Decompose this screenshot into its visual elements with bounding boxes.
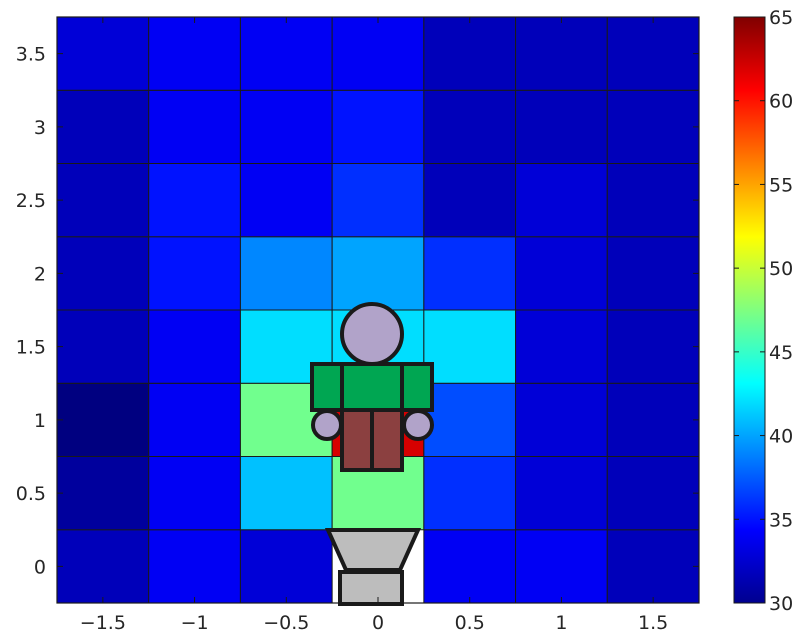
heatmap-cell bbox=[56, 236, 150, 311]
heatmap-cell bbox=[423, 382, 517, 457]
heatmap-cell bbox=[606, 382, 700, 457]
heatmap-cell bbox=[331, 89, 425, 164]
y-tick-label: 3 bbox=[34, 117, 46, 139]
colorbar-tick-label: 65 bbox=[769, 7, 793, 29]
colorbar-gradient bbox=[733, 16, 766, 604]
heatmap-cell bbox=[423, 89, 517, 164]
left-hand-shape bbox=[311, 409, 343, 441]
heatmap-cell bbox=[606, 309, 700, 384]
heatmap-cell bbox=[515, 309, 608, 384]
colorbar-tick-label: 40 bbox=[769, 426, 793, 448]
y-tick-label: 1 bbox=[34, 410, 46, 432]
heatmap-cell bbox=[148, 16, 241, 91]
y-tick-label: 0.5 bbox=[16, 483, 46, 505]
heatmap-cell bbox=[423, 529, 517, 604]
left-arm-shape bbox=[310, 362, 344, 412]
x-tick-label: −0.5 bbox=[263, 612, 309, 634]
x-tick-label: 0.5 bbox=[455, 612, 485, 634]
person-figure-overlay bbox=[310, 302, 434, 606]
stand-top-shape bbox=[324, 528, 422, 572]
heatmap-cell bbox=[148, 309, 241, 384]
colorbar-tick-label: 30 bbox=[769, 593, 793, 615]
heatmap-cell bbox=[239, 236, 333, 311]
heatmap-cell bbox=[606, 89, 700, 164]
heatmap-cell bbox=[56, 89, 150, 164]
heatmap-cell bbox=[606, 529, 700, 604]
right-leg-shape bbox=[370, 406, 404, 472]
heatmap-cell bbox=[239, 456, 333, 531]
x-axis: −1.5 −1 −0.5 0 0.5 1 1.5 bbox=[80, 17, 668, 634]
heatmap-cell bbox=[515, 163, 608, 238]
heatmap-cell bbox=[515, 456, 608, 531]
y-tick-label: 1.5 bbox=[16, 337, 46, 359]
heatmap-cell bbox=[56, 382, 150, 457]
heatmap-cell bbox=[515, 236, 608, 311]
x-tick-label: 1 bbox=[555, 612, 567, 634]
heatmap-cell bbox=[56, 456, 150, 531]
heatmap-cell bbox=[423, 309, 517, 384]
heatmap-cell bbox=[331, 16, 425, 91]
y-axis: 0 0.5 1 1.5 2 2.5 3 3.5 bbox=[16, 44, 699, 578]
heatmap-cell bbox=[239, 89, 333, 164]
heatmap-cell bbox=[331, 163, 425, 238]
heatmap-cell bbox=[331, 236, 425, 311]
heatmap-cell bbox=[515, 529, 608, 604]
x-tick-label: −1 bbox=[181, 612, 209, 634]
heatmap-cell bbox=[515, 382, 608, 457]
x-tick-label: −1.5 bbox=[80, 612, 126, 634]
heatmap-cell bbox=[56, 16, 150, 91]
y-tick-label: 3.5 bbox=[16, 44, 46, 66]
heatmap-cell bbox=[148, 236, 241, 311]
heatmap-cell bbox=[606, 456, 700, 531]
y-tick-label: 2 bbox=[34, 263, 46, 285]
colorbar-tick-label: 50 bbox=[769, 258, 793, 280]
colorbar-tick-label: 35 bbox=[769, 509, 793, 531]
right-arm-shape bbox=[400, 362, 434, 412]
heatmap-cell bbox=[148, 89, 241, 164]
y-tick-label: 0 bbox=[34, 556, 46, 578]
heatmap-cell bbox=[515, 89, 608, 164]
heatmap-cell bbox=[239, 529, 333, 604]
heatmap-cell bbox=[148, 163, 241, 238]
stand-base-shape bbox=[338, 570, 404, 606]
x-tick-label: 0 bbox=[372, 612, 384, 634]
colorbar-ticks: 30 35 40 45 50 55 60 65 bbox=[734, 7, 793, 615]
heatmap-cell bbox=[56, 309, 150, 384]
heatmap-cell bbox=[148, 382, 241, 457]
heatmap-cell bbox=[423, 163, 517, 238]
heatmap-cell bbox=[606, 236, 700, 311]
heatmap-cell bbox=[148, 456, 241, 531]
heatmap-cell bbox=[423, 236, 517, 311]
heatmap-cell bbox=[239, 163, 333, 238]
heatmap-cell bbox=[515, 16, 608, 91]
heatmap-cell bbox=[56, 163, 150, 238]
y-tick-label: 2.5 bbox=[16, 190, 46, 212]
heatmap-cell bbox=[239, 16, 333, 91]
heatmap-cell bbox=[423, 456, 517, 531]
heatmap-cell bbox=[423, 16, 517, 91]
colorbar: 30 35 40 45 50 55 60 65 bbox=[733, 7, 793, 615]
colorbar-tick-label: 60 bbox=[769, 91, 793, 113]
colorbar-tick-label: 45 bbox=[769, 342, 793, 364]
colorbar-tick-label: 55 bbox=[769, 174, 793, 196]
x-tick-label: 1.5 bbox=[638, 612, 668, 634]
heatmap-cell bbox=[148, 529, 241, 604]
head-shape bbox=[340, 302, 404, 366]
torso-shape bbox=[340, 362, 404, 412]
right-hand-shape bbox=[402, 409, 434, 441]
heatmap-cell bbox=[606, 16, 700, 91]
heatmap-cell bbox=[606, 163, 700, 238]
left-leg-shape bbox=[340, 406, 374, 472]
heatmap-cell bbox=[56, 529, 150, 604]
